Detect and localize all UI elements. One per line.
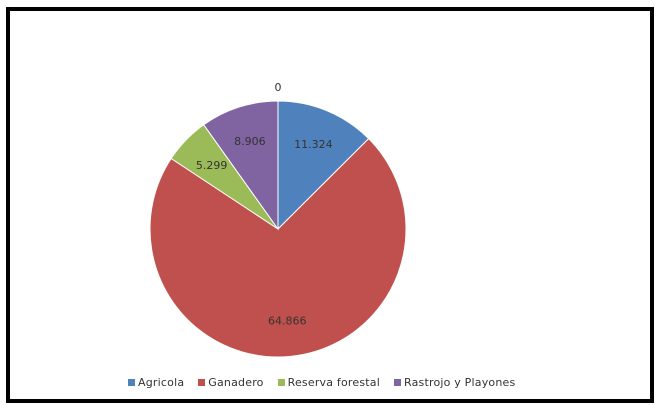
data-label-reserva-forestal: 5.299	[196, 159, 228, 172]
data-label-agricola: 11.324	[294, 138, 333, 151]
pie-slice-rastrojo-y-playones	[203, 100, 279, 231]
legend-label-reserva-forestal: Reserva forestal	[287, 375, 380, 389]
chart-legend: Agricola Ganadero Reserva forestal Rastr…	[128, 374, 529, 390]
legend-swatch-reserva-forestal	[277, 378, 285, 386]
pie-slice-agricola	[277, 100, 370, 231]
data-label-rastrojo-y-playones: 8.906	[234, 135, 266, 148]
data-label-other: 0	[275, 81, 282, 94]
legend-swatch-ganadero	[198, 378, 206, 386]
legend-item-agricola: Agricola	[128, 376, 184, 389]
legend-label-ganadero: Ganadero	[208, 375, 264, 389]
legend-label-agricola: Agricola	[138, 375, 185, 389]
pie-slice-ganadero	[149, 137, 407, 358]
pie-chart: 11.324 64.866 5.299 8.906 0	[149, 81, 407, 358]
legend-item-ganadero: Ganadero	[198, 376, 263, 389]
legend-swatch-rastrojo-y-playones	[394, 378, 401, 386]
legend-item-rastrojo-y-playones: Rastrojo y Playones	[394, 376, 515, 389]
legend-label-rastrojo-y-playones: Rastrojo y Playones	[404, 375, 516, 389]
chart-frame: 11.324 64.866 5.299 8.906 0 Agricola Ganader…	[6, 7, 654, 403]
legend-swatch-agricola	[128, 378, 135, 386]
legend-item-reserva-forestal: Reserva forestal	[277, 375, 380, 389]
data-label-ganadero: 64.866	[268, 315, 307, 328]
